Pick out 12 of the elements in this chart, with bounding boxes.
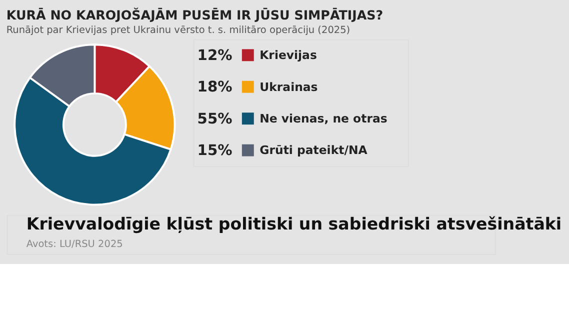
data-label: 18%	[197, 78, 233, 96]
text: Krievvalodīgie kļūst politiski un sabiedriski atsvešinātāki	[26, 214, 562, 234]
text: Avots: LU/RSU 2025	[26, 239, 123, 250]
data-label: 12%	[197, 47, 233, 64]
chart-title: KURĀ NO KAROJOŠAJĀM PUSĒM IR JŪSU SIMPĀTIJAS?	[6, 7, 384, 22]
legend-label: Ukrainas	[260, 80, 318, 94]
chart-subtitle: Runājot par Krievijas pret Ukrainu vērsto t. s. militāro operāciju (2025)	[6, 24, 350, 36]
legend-label: Grūti pateikt/NA	[260, 143, 368, 158]
data-label: 15%	[197, 142, 233, 160]
legend-label: Krievijas	[260, 48, 317, 62]
legend-label: Ne vienas, ne otras	[260, 111, 388, 126]
data-label: 55%	[197, 110, 233, 128]
